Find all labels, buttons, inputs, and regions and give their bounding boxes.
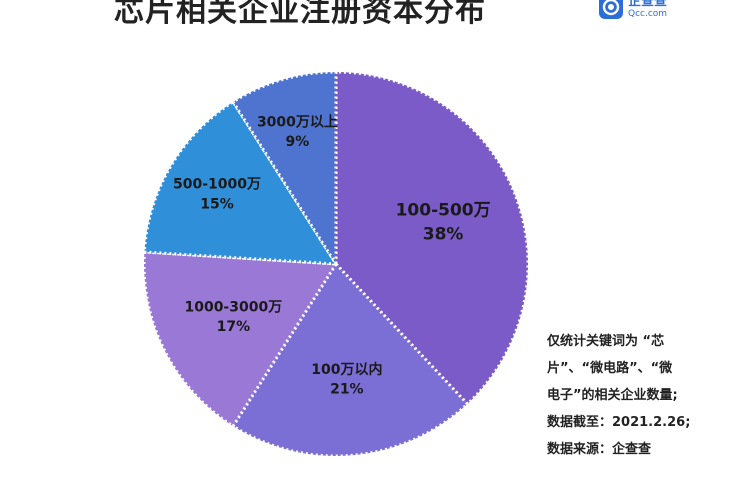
- note-line-1: 仅统计关键词为 “芯: [547, 334, 665, 349]
- pie-slice-under-100: [231, 262, 469, 458]
- pie-slice-over-3000: [231, 70, 338, 266]
- slice-percent-label: 17%: [217, 319, 251, 335]
- note-line-5: 数据来源：企查查: [547, 442, 652, 457]
- pie-slice-500-1000: [142, 100, 338, 266]
- slice-percent-label: 38%: [423, 224, 464, 244]
- brand-url: Qcc.com: [628, 9, 668, 19]
- brand-name: 企查查: [628, 0, 668, 9]
- brand-logo: 企查查 Qcc.com: [598, 0, 667, 20]
- note-line-2: 片”、“微电路”、“微: [547, 361, 673, 376]
- slice-percent-label: 21%: [330, 381, 364, 397]
- pie-slice-1000-3000: [142, 250, 338, 428]
- slice-category-label: 1000-3000万: [184, 299, 282, 315]
- slice-category-label: 100万以内: [311, 361, 382, 378]
- slice-category-label: 100-500万: [396, 201, 491, 221]
- slice-percent-label: 15%: [200, 196, 234, 212]
- slice-percent-label: 9%: [286, 134, 310, 150]
- chart-title: 芯片相关企业注册资本分布: [114, 0, 486, 29]
- pie-slice-100-500: [334, 70, 530, 406]
- slice-category-label: 500-1000万: [173, 177, 261, 193]
- slice-category-label: 3000万以上: [257, 114, 338, 130]
- qcc-logo-icon: [599, 0, 623, 19]
- chart-note: 仅统计关键词为 “芯 片”、“微电路”、“微 电子”的相关企业数量; 数据截至：…: [547, 328, 747, 463]
- note-line-3: 电子”的相关企业数量;: [547, 388, 678, 403]
- note-line-4: 数据截至：2021.2.26;: [547, 415, 691, 430]
